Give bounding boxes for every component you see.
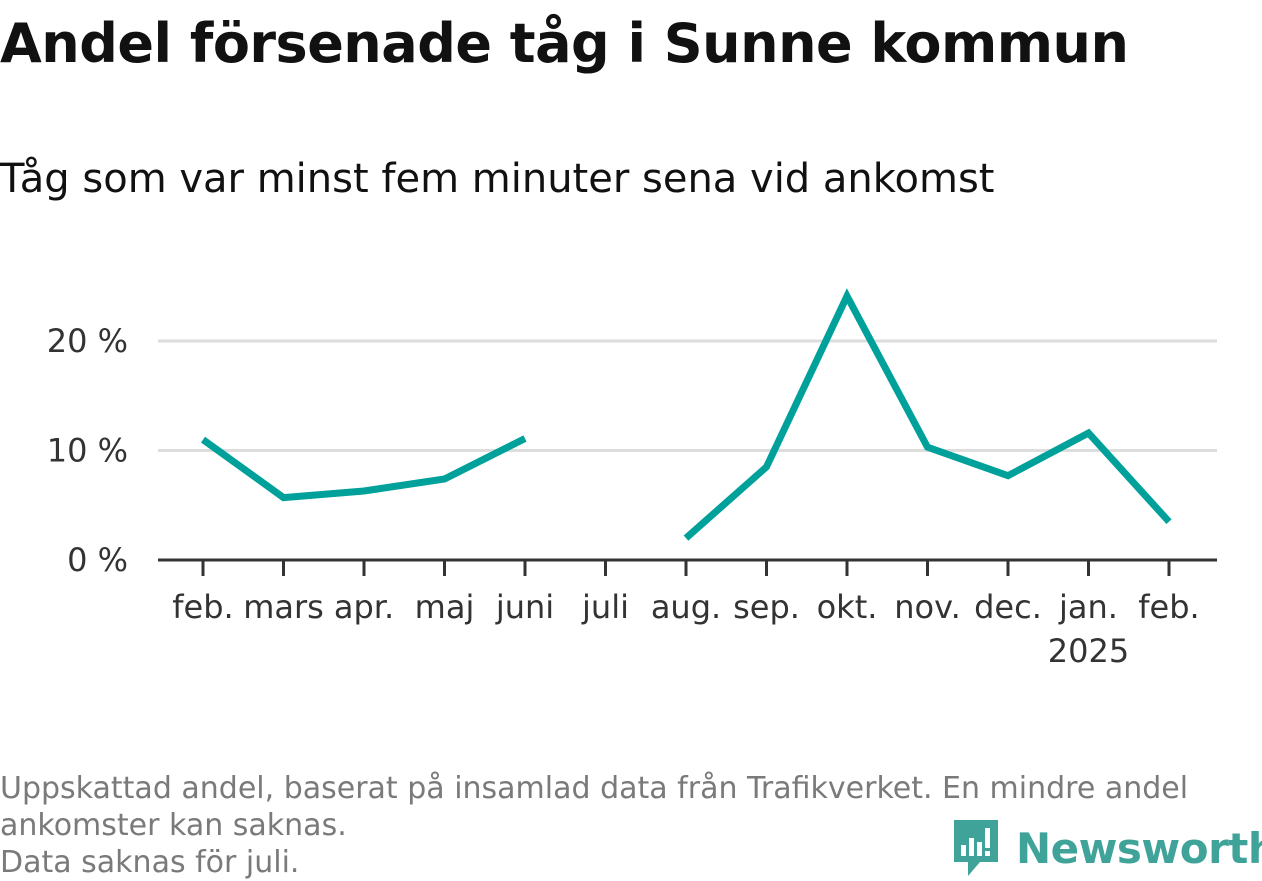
x-axis-ticks: feb. mars apr. maj juni juli aug. sep. okt. nov. d… bbox=[172, 560, 1200, 670]
bar-chart-badge-icon bbox=[954, 820, 998, 876]
y-tick-label-0: 0 % bbox=[67, 541, 128, 579]
x-tick-label-4: juni bbox=[495, 588, 554, 626]
footnote-line-3: Data saknas för juli. bbox=[0, 845, 300, 880]
y-tick-label-2: 20 % bbox=[47, 322, 128, 360]
gridlines bbox=[158, 339, 1217, 452]
footnote: Uppskattad andel, baserat på insamlad da… bbox=[0, 770, 1262, 881]
x-tick-label-2: apr. bbox=[334, 588, 394, 626]
x-tick-label-8: okt. bbox=[817, 588, 878, 626]
x-tick-label-11: jan. bbox=[1058, 588, 1118, 626]
chart-title: Andel försenade tåg i Sunne kommun bbox=[0, 12, 1129, 75]
brand-name: Newsworthy bbox=[1016, 823, 1262, 873]
x-tick-year-label-11: 2025 bbox=[1048, 632, 1129, 670]
line-chart: 0 % 10 % 20 % feb. mars apr. maj juni juli aug. s… bbox=[47, 288, 1217, 670]
x-tick-label-1: mars bbox=[243, 588, 324, 626]
x-tick-label-5: juli bbox=[581, 588, 629, 626]
footnote-line-2: ankomster kan saknas. bbox=[0, 808, 347, 843]
x-tick-label-10: dec. bbox=[974, 588, 1042, 626]
y-axis-ticks: 0 % 10 % 20 % bbox=[47, 322, 128, 579]
newsworthy-logo: Newsworthy bbox=[950, 818, 1262, 878]
x-tick-label-9: nov. bbox=[894, 588, 960, 626]
series-0-line-segment-0 bbox=[200, 435, 527, 502]
x-tick-label-6: aug. bbox=[651, 588, 721, 626]
x-tick-label-3: maj bbox=[415, 588, 475, 626]
x-tick-label-12: feb. bbox=[1138, 588, 1199, 626]
series-lines bbox=[200, 288, 1172, 541]
x-tick-label-0: feb. bbox=[172, 588, 233, 626]
series-0-line-segment-1 bbox=[683, 288, 1172, 541]
y-tick-label-1: 10 % bbox=[47, 432, 128, 470]
chart-subtitle: Tåg som var minst fem minuter sena vid a… bbox=[0, 156, 995, 202]
footnote-line-1: Uppskattad andel, baserat på insamlad da… bbox=[0, 771, 1189, 806]
x-tick-label-7: sep. bbox=[733, 588, 800, 626]
